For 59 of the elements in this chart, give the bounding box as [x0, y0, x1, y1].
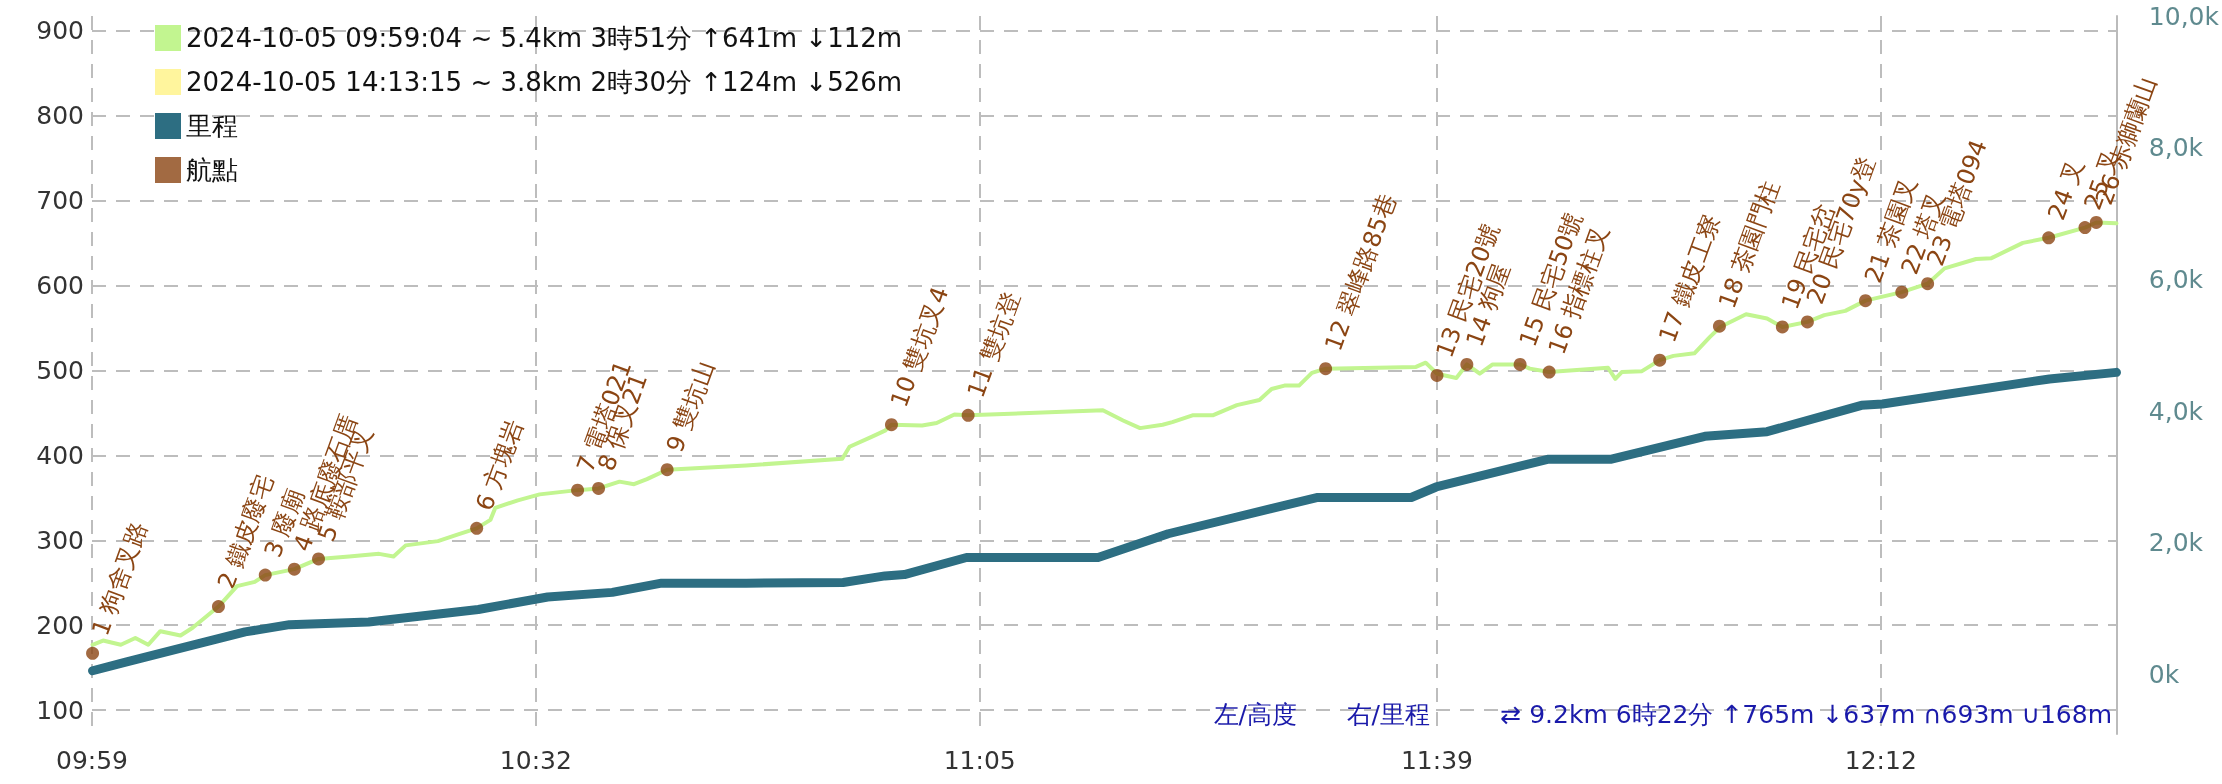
y-tick-label: 600	[36, 270, 84, 300]
point	[2042, 231, 2056, 245]
y-tick-label: 500	[36, 355, 84, 385]
annotation: 10 雙坑叉4	[885, 283, 955, 411]
legend-label: 里程	[186, 111, 238, 141]
x-tick-label: 10:32	[499, 746, 572, 775]
y2-tick-label: 2,0k	[2148, 528, 2204, 558]
point	[1895, 285, 1909, 299]
annotation: ⇄ 9.2km 6時22分 ↑765m ↓637m ∩693m ∪168m	[1500, 700, 2113, 729]
y-tick-label: 400	[36, 440, 84, 470]
y-tick-label: 100	[36, 695, 84, 725]
point	[884, 418, 898, 432]
point	[1653, 353, 1667, 367]
legend-label: 航點	[186, 155, 238, 185]
point	[1542, 365, 1556, 379]
y2-tick-label: 6,0k	[2148, 264, 2204, 294]
annotation: 6 方塊岩	[470, 415, 530, 515]
point	[1800, 315, 1814, 329]
point	[1921, 277, 1935, 291]
point	[1319, 362, 1333, 376]
annotation: 11 雙坑登	[961, 288, 1026, 402]
x-tick-label: 09:59	[55, 746, 129, 775]
point	[2089, 215, 2103, 229]
y2-tick-label: 10,0k	[2148, 1, 2220, 31]
legend-label: 2024-10-05 09:59:04 ~ 5.4km 3時51分 ↑641m ↓112m	[186, 23, 903, 53]
point	[1430, 368, 1444, 382]
annotation: 右/里程	[1346, 700, 1431, 729]
y2-tick-label: 4,0k	[2148, 396, 2204, 426]
point	[1513, 357, 1527, 371]
point	[211, 600, 225, 614]
x-tick-label: 12:12	[1844, 746, 1917, 775]
y2-tick-label: 8,0k	[2148, 133, 2204, 163]
point	[470, 521, 484, 535]
x-tick-label: 11:39	[1400, 746, 1474, 775]
point	[571, 483, 585, 497]
y-tick-label: 700	[36, 185, 84, 215]
point	[1859, 294, 1872, 308]
point	[1712, 319, 1726, 333]
point	[86, 646, 100, 660]
legend-label: 2024-10-05 14:13:15 ~ 3.8km 2時30分 ↑124m ↓526m	[186, 67, 903, 97]
point	[660, 463, 674, 477]
y2-tick-label: 0k	[2148, 660, 2180, 690]
y-tick-label: 200	[36, 610, 84, 640]
x-tick-label: 11:05	[943, 746, 1016, 775]
y-tick-label: 800	[36, 100, 84, 130]
annotation: 9 雙坑山	[660, 356, 720, 456]
annotation: 1 狗舍叉路	[86, 517, 154, 640]
point	[1460, 357, 1474, 371]
point	[312, 552, 326, 566]
point	[961, 408, 975, 422]
point	[1775, 320, 1789, 334]
y-tick-label: 300	[36, 525, 84, 555]
point	[287, 562, 301, 576]
point	[258, 568, 272, 582]
y-tick-label: 900	[36, 15, 84, 45]
annotation: 12 翠峰路85巷	[1319, 190, 1402, 355]
point	[592, 481, 606, 495]
point	[2078, 221, 2092, 235]
annotation: 左/高度	[1213, 700, 1298, 729]
